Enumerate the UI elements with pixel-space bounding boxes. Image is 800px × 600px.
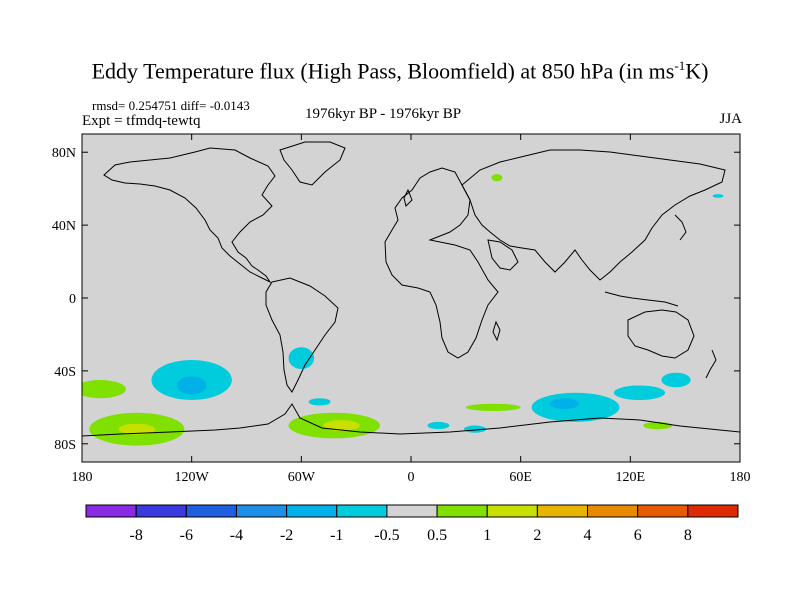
colorbar-box-6 [386,504,438,518]
colorbar-box-4 [286,504,338,518]
anomaly-region-5 [288,347,315,370]
map-background [82,134,740,462]
coast-greenland [279,141,346,186]
y-tick-label-1: 40N [52,219,76,234]
anomaly-region-8 [323,420,360,432]
y-tick-label-0: 80N [52,146,76,161]
stats-label: rmsd= 0.254751 diff= -0.0143 [92,98,250,113]
colorbar-label-5: -0.5 [374,527,399,544]
anomaly-region-9 [427,421,450,430]
colorbar-box-2 [185,504,237,518]
colorbar-box-1 [135,504,187,518]
coast-asia [461,149,726,281]
anomaly-region-13 [549,398,580,410]
colorbar-box-9 [536,504,589,518]
colorbar-label-7: 1 [483,527,491,544]
colorbar-label-4: -1 [330,527,343,544]
anomaly-region-16 [661,372,691,388]
experiment-label: Expt = tfmdq-tewtq [82,113,201,129]
coast-antarctica [82,403,740,437]
colorbar-box-8 [486,504,538,518]
colorbar-label-11: 8 [684,527,692,544]
colorbar-box-12 [687,504,739,518]
anomaly-region-6 [308,398,331,406]
coast-south-america [265,277,339,393]
colorbar-label-6: 0.5 [427,527,447,544]
x-tick-label-0: 180 [72,470,93,485]
anomaly-region-11 [464,425,486,433]
anomaly-region-18 [712,194,724,198]
y-tick-label-3: 40S [54,365,76,380]
x-tick-label-2: 60W [288,470,316,485]
anomaly-region-12 [531,392,620,422]
coast-new-zealand [705,349,717,379]
map-axes: 180 120W 60W 0 60E 120E 180 80N 40N 0 40S 80S [52,134,751,485]
colorbar-box-3 [235,504,288,518]
anomaly-region-2 [118,423,156,435]
x-tick-label-4: 60E [509,470,532,485]
anomaly-region-10 [465,403,521,411]
coast-australia [627,309,695,359]
y-tick-label-4: 80S [54,438,76,453]
colorbar-box-0 [85,504,137,518]
colorbar-box-11 [637,504,689,518]
colorbar-label-1: -6 [180,527,193,544]
coastlines [82,141,740,437]
coast-europe-africa [384,167,499,359]
x-tick-label-3: 0 [408,470,415,485]
colorbar-label-0: -8 [129,527,142,544]
colorbar: -8 -6 -4 -2 -1 -0.5 0.5 1 2 4 6 8 [85,504,739,544]
anomaly-region-14 [613,385,666,401]
season-label: JJA [719,111,742,127]
period-label: 1976kyr BP - 1976kyr BP [305,106,462,122]
coast-uk [403,188,413,207]
colorbar-box-5 [336,504,388,518]
coast-arabia [487,239,519,271]
colorbar-box-7 [436,504,488,518]
colorbar-label-9: 4 [584,527,592,544]
anomaly-region-17 [491,174,503,182]
y-tick-label-2: 0 [69,292,76,307]
coast-japan [674,214,687,241]
colorbar-box-10 [587,504,639,518]
colorbar-label-3: -2 [280,527,293,544]
colorbar-label-10: 6 [634,527,642,544]
x-tick-label-6: 180 [730,470,751,485]
colorbar-label-8: 2 [533,527,541,544]
anomaly-regions [82,174,724,446]
coast-north-america [103,147,276,284]
x-tick-label-5: 120E [616,470,646,485]
anomaly-region-4 [177,376,207,395]
anomaly-region-0 [82,380,126,399]
x-tick-label-1: 120W [175,470,210,485]
colorbar-label-2: -4 [230,527,243,544]
coast-madagascar [492,320,501,342]
plot-title: Eddy Temperature flux (High Pass, Bloomf… [91,58,709,84]
coast-indonesia [604,291,679,307]
